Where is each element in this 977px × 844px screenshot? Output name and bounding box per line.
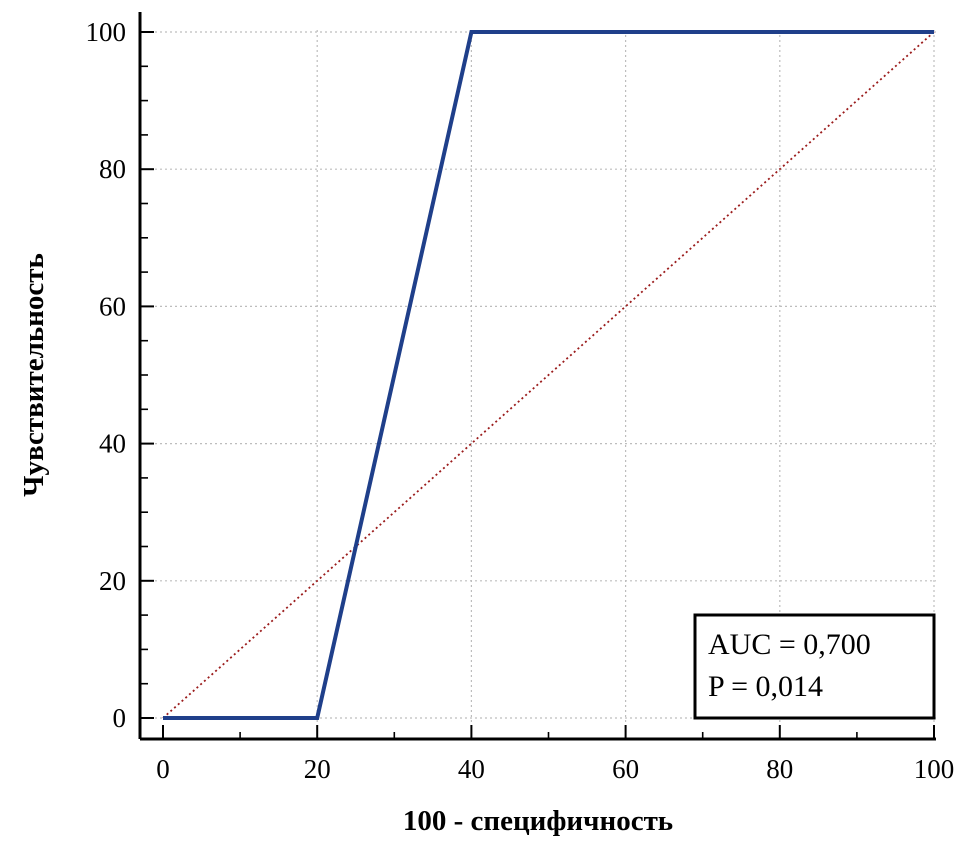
y-tick-label: 100 — [86, 17, 127, 47]
stats-box: AUC = 0,700 P = 0,014 — [693, 613, 936, 720]
y-tick-label: 80 — [99, 154, 126, 184]
tick-labels: 0 20 40 60 80 100 0 20 40 60 80 100 — [86, 17, 955, 784]
x-tick-label: 80 — [766, 754, 793, 784]
x-tick-label: 40 — [458, 754, 485, 784]
x-tick-label: 60 — [612, 754, 639, 784]
x-tick-label: 20 — [304, 754, 331, 784]
p-value-label: P = 0,014 — [708, 670, 823, 703]
x-tick-label: 0 — [156, 754, 170, 784]
stats-box-border — [693, 613, 936, 720]
y-tick-label: 20 — [99, 566, 126, 596]
y-tick-label: 40 — [99, 429, 126, 459]
x-tick-label: 100 — [914, 754, 955, 784]
y-tick-label: 60 — [99, 291, 126, 321]
y-tick-label: 0 — [113, 703, 127, 733]
auc-label: AUC = 0,700 — [708, 628, 871, 661]
series-layer — [162, 30, 935, 720]
y-axis-title: Чувствительность — [18, 253, 50, 497]
roc-curve-line — [163, 30, 934, 720]
x-axis-title: 100 - специфичность — [403, 805, 673, 837]
reference-diagonal-line — [162, 31, 935, 719]
